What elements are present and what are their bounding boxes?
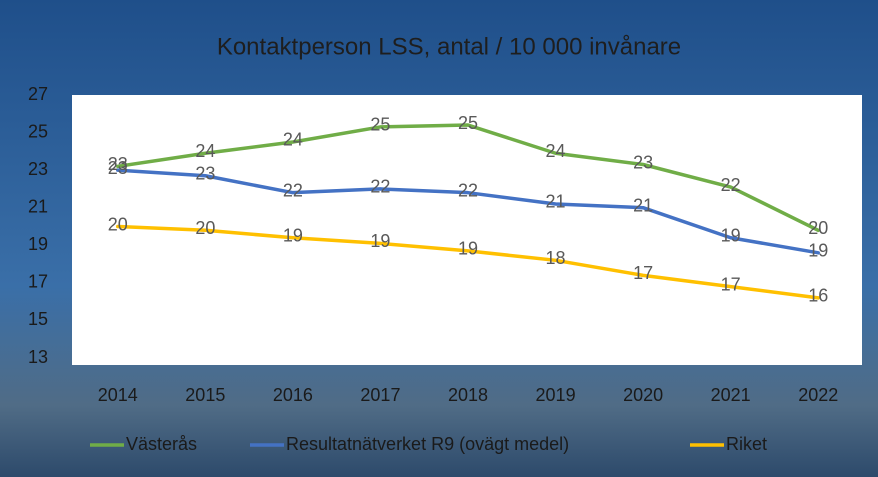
data-label: 21 xyxy=(633,195,653,215)
x-tick-label: 2017 xyxy=(360,385,400,405)
data-label: 24 xyxy=(195,141,215,161)
data-label: 19 xyxy=(808,241,828,261)
data-label: 23 xyxy=(195,164,215,184)
x-tick-label: 2018 xyxy=(448,385,488,405)
data-label: 16 xyxy=(808,286,828,306)
data-label: 21 xyxy=(546,192,566,212)
data-label: 20 xyxy=(195,218,215,238)
y-tick-label: 17 xyxy=(28,272,48,292)
data-label: 24 xyxy=(546,141,566,161)
data-label: 22 xyxy=(458,180,478,200)
y-tick-label: 15 xyxy=(28,309,48,329)
data-label: 25 xyxy=(370,115,390,135)
data-label: 18 xyxy=(546,248,566,268)
x-tick-label: 2014 xyxy=(98,385,138,405)
chart: Kontaktperson LSS, antal / 10 000 invåna… xyxy=(0,0,878,477)
y-tick-label: 21 xyxy=(28,196,48,216)
y-tick-label: 19 xyxy=(28,234,48,254)
data-label: 17 xyxy=(721,274,741,294)
data-label: 23 xyxy=(108,158,128,178)
data-label: 24 xyxy=(283,130,303,150)
data-label: 19 xyxy=(458,239,478,259)
data-label: 22 xyxy=(370,177,390,197)
x-tick-label: 2019 xyxy=(536,385,576,405)
x-tick-label: 2016 xyxy=(273,385,313,405)
legend-label: Resultatnätverket R9 (ovägt medel) xyxy=(286,434,569,454)
data-label: 23 xyxy=(633,152,653,172)
legend-label: Västerås xyxy=(126,434,197,454)
data-label: 20 xyxy=(108,214,128,234)
legend-label: Riket xyxy=(726,434,767,454)
data-label: 20 xyxy=(808,218,828,238)
data-label: 22 xyxy=(283,180,303,200)
x-tick-label: 2020 xyxy=(623,385,663,405)
x-tick-label: 2021 xyxy=(711,385,751,405)
data-label: 25 xyxy=(458,113,478,133)
data-label: 22 xyxy=(721,175,741,195)
x-tick-label: 2022 xyxy=(798,385,838,405)
y-tick-label: 27 xyxy=(28,84,48,104)
y-tick-label: 25 xyxy=(28,121,48,141)
y-tick-label: 23 xyxy=(28,159,48,179)
data-label: 19 xyxy=(370,231,390,251)
chart-title: Kontaktperson LSS, antal / 10 000 invåna… xyxy=(217,33,681,60)
data-label: 19 xyxy=(721,226,741,246)
x-tick-label: 2015 xyxy=(185,385,225,405)
data-label: 19 xyxy=(283,226,303,246)
data-label: 17 xyxy=(633,263,653,283)
y-tick-label: 13 xyxy=(28,347,48,367)
